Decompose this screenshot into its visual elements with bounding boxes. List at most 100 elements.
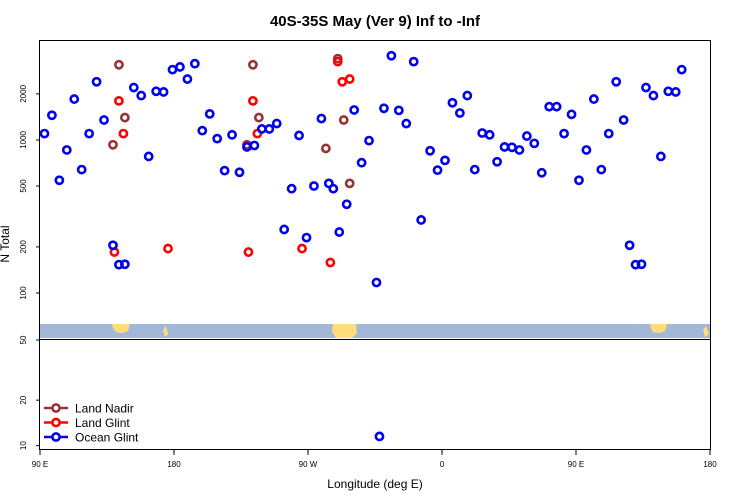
ocean-glint-point xyxy=(551,101,562,112)
legend-label-ocean-glint: Ocean Glint xyxy=(75,431,139,445)
ocean-glint-point xyxy=(301,232,312,243)
ocean-glint-point xyxy=(249,140,260,151)
ocean-glint-point xyxy=(219,165,230,176)
land-nadir-point xyxy=(320,143,331,154)
ocean-glint-point xyxy=(175,62,185,72)
ocean-glint-point xyxy=(603,128,614,139)
ocean-glint-point xyxy=(356,157,367,168)
ocean-glint-point xyxy=(84,128,95,139)
ocean-glint-point xyxy=(432,165,443,176)
ocean-glint-point xyxy=(618,115,629,125)
ocean-glint-point xyxy=(54,175,65,186)
ocean-glint-point xyxy=(521,131,532,141)
land-nadir-point xyxy=(248,59,258,70)
upper-tick-label: 100 xyxy=(19,286,28,300)
land-nadir-point xyxy=(344,178,355,189)
land-glint-point xyxy=(163,243,173,254)
ocean-glint-point xyxy=(316,113,327,124)
legend-marker-land-glint xyxy=(51,417,61,428)
upper-tick-label: 500 xyxy=(19,179,28,193)
legend-marker-ocean-glint xyxy=(51,432,61,442)
ocean-glint-point xyxy=(536,167,547,178)
ocean-glint-point xyxy=(425,145,435,156)
ocean-glint-point xyxy=(379,103,389,114)
ocean-glint-point xyxy=(499,142,510,152)
upper-tick-label: 200 xyxy=(19,240,28,254)
ocean-glint-point xyxy=(566,109,577,120)
x-tick-label: 90 E xyxy=(568,460,584,469)
chart-title: 40S-35S May (Ver 9) Inf to -Inf xyxy=(270,13,481,30)
land-nadir-point xyxy=(338,115,349,125)
ocean-glint-point xyxy=(514,145,525,155)
ocean-glint-point xyxy=(264,124,275,134)
land-glint-point xyxy=(118,128,129,139)
ocean-glint-point xyxy=(189,58,200,69)
ocean-glint-point xyxy=(256,124,267,134)
lower-tick-label: 50 xyxy=(19,335,28,344)
ocean-glint-point xyxy=(574,175,584,186)
ocean-glint-point xyxy=(286,183,297,194)
legend-label-land-nadir: Land Nadir xyxy=(75,402,134,416)
ocean-glint-point xyxy=(663,86,674,97)
ocean-glint-point xyxy=(581,145,592,155)
ocean-glint-point xyxy=(492,156,502,167)
ocean-glint-point xyxy=(544,101,555,112)
ocean-glint-point xyxy=(182,74,193,84)
upper-y-axis: 100 200 500 1000 2000 xyxy=(19,84,40,300)
ocean-glint-point xyxy=(371,277,382,288)
ocean-glint-point xyxy=(588,94,599,104)
ocean-glint-point xyxy=(408,56,419,67)
ocean-glint-point xyxy=(529,138,540,149)
ocean-glint-point xyxy=(227,129,237,140)
land-glint-point xyxy=(325,257,336,268)
x-axis: 90 E 180 90 W 0 90 E 180 xyxy=(32,449,717,469)
lower-plot-frame xyxy=(39,339,711,450)
ocean-glint-point xyxy=(128,82,139,93)
ocean-glint-point xyxy=(401,118,412,129)
ocean-glint-point xyxy=(39,128,50,139)
ocean-glint-point xyxy=(477,128,488,138)
ocean-glint-point xyxy=(271,118,282,129)
ocean-glint-point xyxy=(197,125,208,136)
ocean-glint-point xyxy=(119,259,130,270)
ocean-glint-point xyxy=(294,130,304,141)
land-glint-point xyxy=(114,95,124,106)
ocean-glint-point xyxy=(158,87,169,97)
ocean-glint-point xyxy=(279,224,290,235)
x-tick-label: 90 E xyxy=(32,460,48,469)
land-nadir-point xyxy=(119,112,130,123)
ocean-glint-point xyxy=(641,82,651,93)
ocean-glint-point xyxy=(454,108,465,118)
x-tick-label: 90 W xyxy=(299,460,318,469)
ocean-glint-point xyxy=(341,199,352,210)
ocean-glint-point xyxy=(76,164,87,175)
upper-tick-label: 2000 xyxy=(19,84,28,102)
x-tick-label: 0 xyxy=(440,460,445,469)
lower-tick-label: 10 xyxy=(19,441,28,450)
x-tick-label: 180 xyxy=(167,460,181,469)
ocean-glint-point xyxy=(349,105,360,115)
x-tick-label: 180 xyxy=(703,460,717,469)
ocean-glint-point xyxy=(655,151,666,162)
x-axis-label: Longitude (deg E) xyxy=(327,477,422,491)
legend-marker-land-nadir xyxy=(51,403,61,413)
ocean-glint-point xyxy=(648,90,659,101)
y-axis-label: N Total xyxy=(0,225,12,262)
ocean-glint-point xyxy=(611,76,622,87)
ocean-glint-point xyxy=(242,142,252,152)
ocean-glint-point xyxy=(309,181,319,191)
coastline-map-strip xyxy=(40,324,710,338)
land-glint-point xyxy=(297,243,307,254)
ocean-glint-point xyxy=(47,110,57,121)
ocean-glint-point xyxy=(99,115,109,125)
land-glint-point xyxy=(248,95,258,106)
lower-y-axis: 10 20 50 xyxy=(19,335,40,450)
ocean-glint-point xyxy=(328,183,339,194)
lower-tick-label: 20 xyxy=(19,395,28,404)
ocean-glint-point xyxy=(334,227,345,237)
ocean-glint-point xyxy=(234,167,245,178)
ocean-glint-point xyxy=(469,164,480,175)
land-glint-point xyxy=(337,76,348,87)
upper-plot-frame xyxy=(39,40,711,340)
